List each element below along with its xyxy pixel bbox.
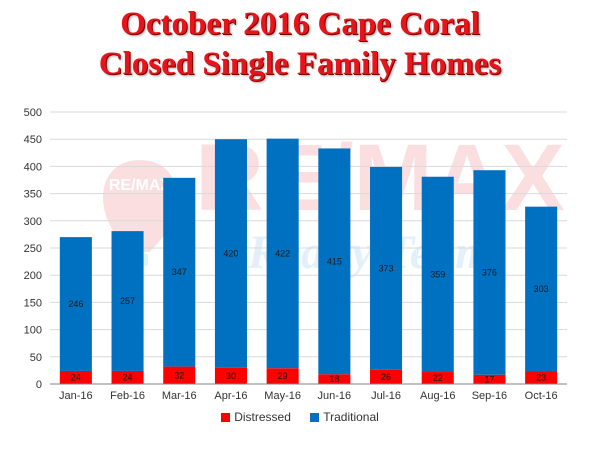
bar-label-distressed: 30 bbox=[226, 371, 236, 381]
bar-label-traditional: 246 bbox=[68, 299, 83, 309]
legend-label-traditional: Traditional bbox=[323, 410, 379, 424]
bar-distressed bbox=[318, 374, 351, 384]
bar-label-traditional: 257 bbox=[120, 296, 135, 306]
bar-label-distressed: 29 bbox=[278, 371, 288, 381]
bar-traditional bbox=[111, 231, 144, 371]
bar-distressed bbox=[111, 370, 144, 384]
bar-label-distressed: 18 bbox=[329, 374, 339, 384]
bar-label-distressed: 32 bbox=[174, 370, 184, 380]
bar-traditional bbox=[421, 176, 454, 373]
bar-traditional bbox=[214, 139, 247, 368]
bar-traditional bbox=[266, 138, 299, 369]
bar-distressed bbox=[266, 368, 299, 384]
hot-air-balloon-icon bbox=[102, 160, 178, 252]
bar-label-distressed: 24 bbox=[123, 372, 133, 382]
bar-label-traditional: 376 bbox=[482, 267, 497, 277]
bar-traditional bbox=[525, 206, 558, 372]
bar-label-traditional: 420 bbox=[223, 248, 238, 258]
legend-item-traditional: Traditional bbox=[310, 410, 379, 424]
y-tick-label: 350 bbox=[24, 189, 42, 201]
bars: 24 246 24 257 32 347 30 420 29 422 18 415 26 373 22 359… bbox=[59, 138, 558, 384]
x-tick-label: Sep-16 bbox=[472, 390, 507, 402]
legend-swatch-distressed bbox=[221, 413, 231, 423]
y-tick-label: 400 bbox=[24, 161, 42, 173]
bar-label-traditional: 359 bbox=[430, 269, 445, 279]
bar-traditional bbox=[318, 148, 351, 375]
bar-traditional bbox=[163, 177, 196, 367]
bar-distressed bbox=[163, 366, 196, 384]
x-axis-ticks: Jan-16 Feb-16 Mar-16 Apr-16 May-16 Jun-16 Jul-… bbox=[59, 390, 558, 402]
x-tick-label: Feb-16 bbox=[110, 390, 145, 402]
y-tick-label: 100 bbox=[24, 325, 42, 337]
bar-label-traditional: 422 bbox=[275, 248, 290, 258]
bar-label-distressed: 26 bbox=[381, 372, 391, 382]
x-tick-label: Oct-16 bbox=[525, 390, 558, 402]
y-tick-label: 50 bbox=[30, 352, 42, 364]
x-tick-label: May-16 bbox=[264, 390, 301, 402]
y-axis-ticks: 0 50 100 150 200 250 300 350 400 450 500 bbox=[24, 107, 42, 391]
x-tick-label: Jul-16 bbox=[371, 390, 401, 402]
legend-swatch-traditional bbox=[310, 413, 320, 423]
chart-title-line-1: October 2016 Cape Coral bbox=[120, 6, 480, 42]
bar-traditional bbox=[370, 166, 403, 370]
bar-distressed bbox=[421, 372, 454, 384]
watermark-logo-small: RE/MAX bbox=[109, 177, 172, 194]
legend-label-distressed: Distressed bbox=[234, 410, 291, 424]
y-tick-label: 500 bbox=[24, 107, 42, 119]
x-tick-label: Apr-16 bbox=[214, 390, 247, 402]
x-tick-label: Jan-16 bbox=[59, 390, 93, 402]
bar-distressed bbox=[473, 374, 506, 384]
bar-label-traditional: 303 bbox=[534, 284, 549, 294]
bar-label-traditional: 347 bbox=[172, 267, 187, 277]
y-tick-label: 150 bbox=[24, 297, 42, 309]
x-tick-label: Mar-16 bbox=[162, 390, 197, 402]
legend-item-distressed: Distressed bbox=[221, 410, 291, 424]
bar-distressed bbox=[525, 371, 558, 384]
x-tick-label: Aug-16 bbox=[420, 390, 455, 402]
bar-label-distressed: 23 bbox=[536, 373, 546, 383]
bar-label-distressed: 22 bbox=[433, 373, 443, 383]
chart-title: October 2016 Cape Coral Closed Single Fa… bbox=[0, 4, 600, 84]
bar-traditional bbox=[59, 237, 92, 371]
bar-distressed bbox=[59, 370, 92, 384]
bar-label-traditional: 373 bbox=[379, 263, 394, 273]
legend: Distressed Traditional bbox=[0, 410, 600, 424]
bar-label-distressed: 17 bbox=[484, 374, 494, 384]
y-tick-label: 300 bbox=[24, 216, 42, 228]
bar-distressed bbox=[214, 367, 247, 384]
y-tick-label: 450 bbox=[24, 134, 42, 146]
y-tick-label: 0 bbox=[36, 379, 42, 391]
bar-label-traditional: 415 bbox=[327, 256, 342, 266]
x-tick-label: Jun-16 bbox=[318, 390, 352, 402]
y-tick-label: 200 bbox=[24, 270, 42, 282]
bar-label-distressed: 24 bbox=[71, 372, 81, 382]
y-tick-label: 250 bbox=[24, 243, 42, 255]
bar-traditional bbox=[473, 170, 506, 375]
chart-title-line-2: Closed Single Family Homes bbox=[98, 46, 502, 82]
bar-distressed bbox=[370, 369, 403, 384]
